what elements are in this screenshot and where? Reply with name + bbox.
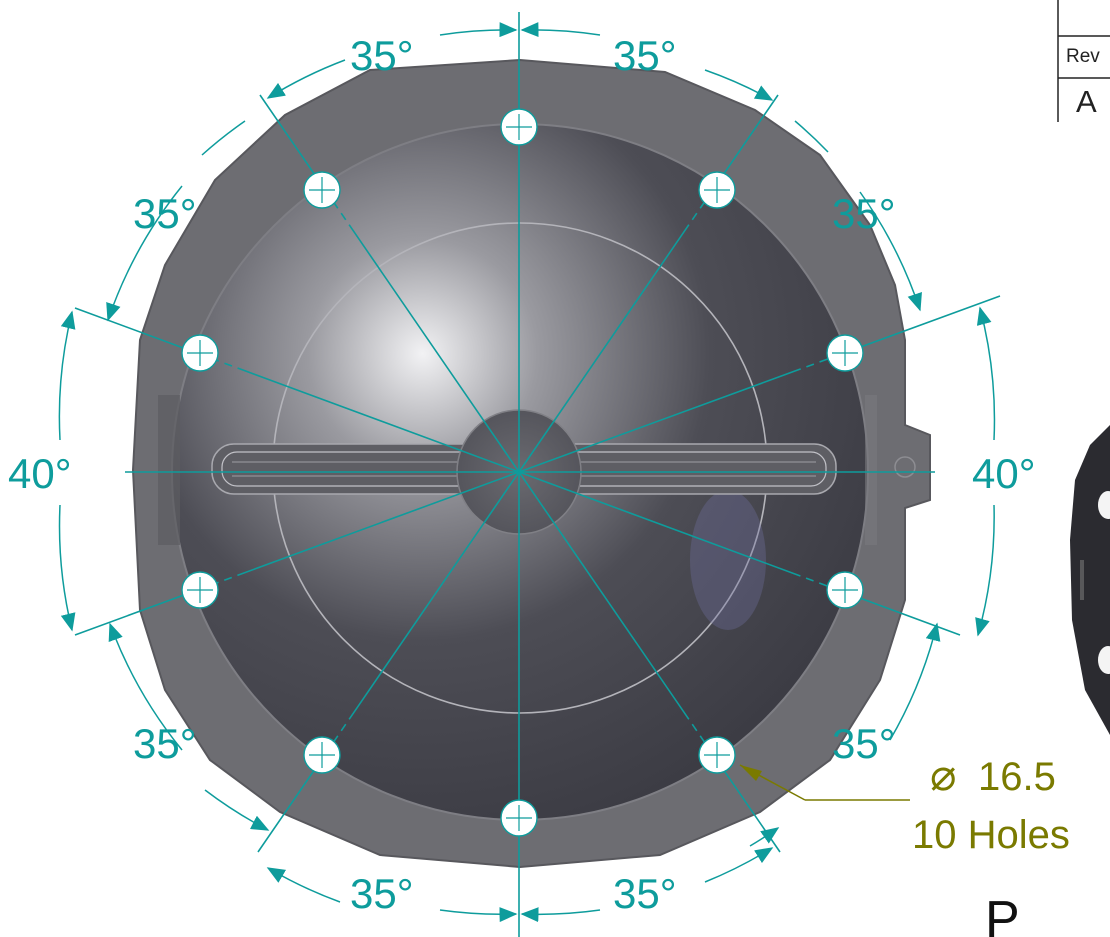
partial-title: P [985,891,1020,937]
angle-right: 40° [972,450,1036,497]
hole-diameter: 16.5 [978,755,1056,799]
angle-dimension-arcs [58,22,996,923]
angle-lower-left: 35° [133,720,197,767]
rev-value: A [1076,84,1097,119]
angle-upper-left: 35° [133,190,197,237]
hole-count: 10 Holes [912,813,1070,857]
center-lines [74,12,1001,937]
angle-top-right: 35° [613,32,677,79]
angle-left: 40° [8,450,72,497]
angle-bottom-left: 35° [350,870,414,917]
svg-text:⌀: ⌀ [930,751,957,800]
hole-callout: ⌀ 16.5 10 Holes [912,751,1070,857]
angle-lower-right: 35° [832,720,896,767]
side-view-partial [1070,425,1110,735]
rev-header: Rev [1066,46,1100,67]
angle-labels: 35° 35° 35° 35° 40° 40° 35° 35° 35° 35° [8,32,1036,917]
angle-upper-right: 35° [832,190,896,237]
angle-bottom-right: 35° [613,870,677,917]
angle-top-left: 35° [350,32,414,79]
